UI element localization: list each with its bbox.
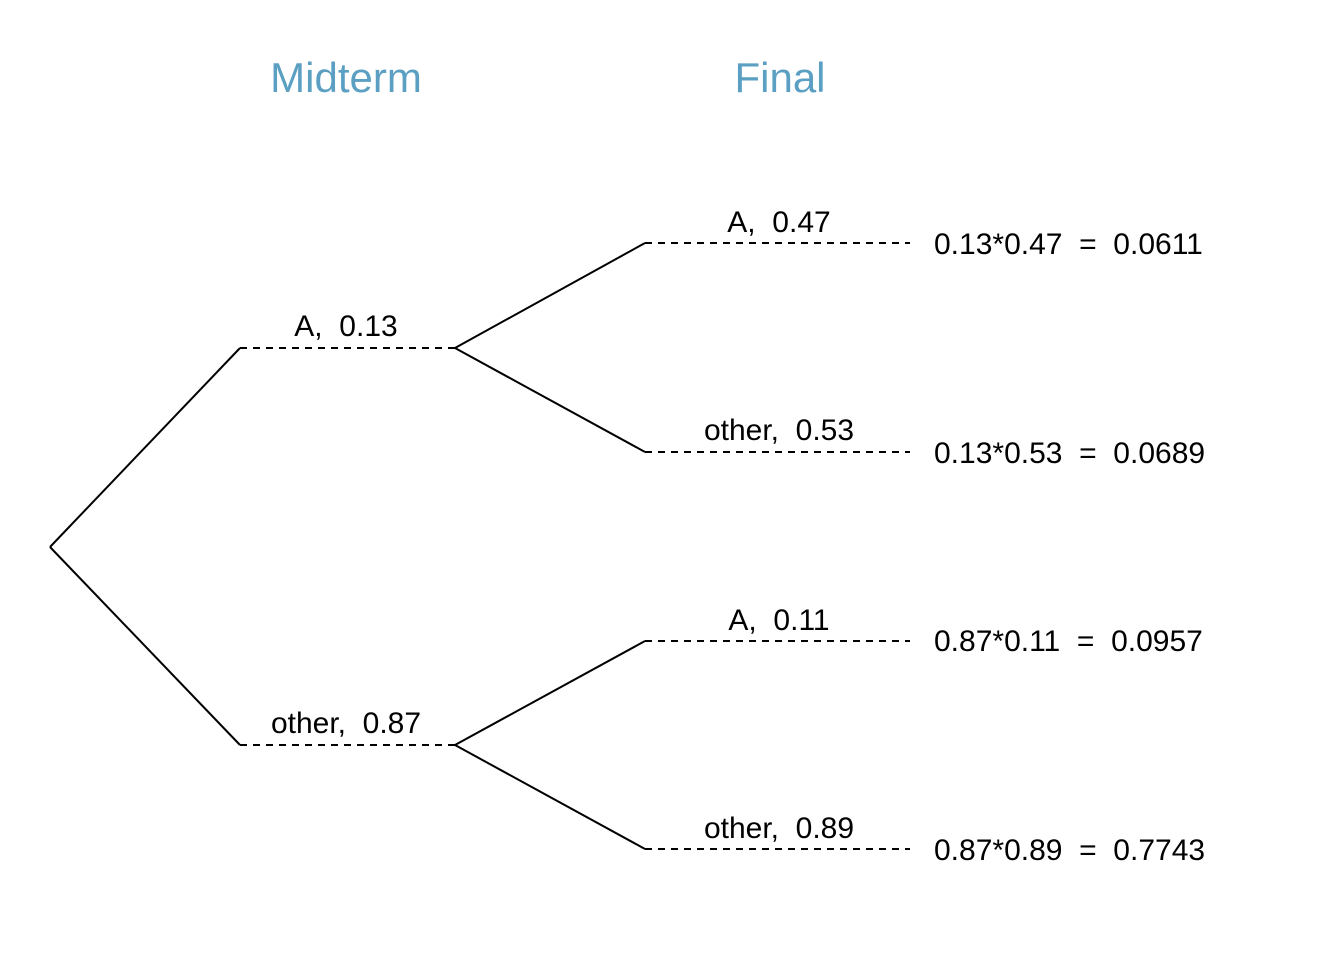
label-a-final-a: A, 0.47 xyxy=(727,206,830,239)
branch-other-to-final-a xyxy=(454,640,646,746)
result-other-a: 0.87*0.11 = 0.0957 xyxy=(934,625,1203,658)
result-a-a: 0.13*0.47 = 0.0611 xyxy=(934,228,1203,261)
label-midterm-a: A, 0.13 xyxy=(294,310,397,343)
result-a-other: 0.13*0.53 = 0.0689 xyxy=(934,437,1205,470)
result-other-other: 0.87*0.89 = 0.7743 xyxy=(934,834,1205,867)
header-midterm: Midterm xyxy=(270,54,422,101)
label-other-final-other: other, 0.89 xyxy=(704,812,854,845)
branch-other-to-final-other xyxy=(454,744,646,850)
branch-a-to-final-other xyxy=(454,347,646,453)
branch-root-to-midterm-other xyxy=(49,546,241,746)
label-midterm-other: other, 0.87 xyxy=(271,707,421,740)
label-other-final-a: A, 0.11 xyxy=(728,604,829,637)
branch-root-to-midterm-a xyxy=(49,347,241,548)
branch-a-to-final-a xyxy=(454,242,646,349)
label-a-final-other: other, 0.53 xyxy=(704,414,854,447)
header-final: Final xyxy=(734,54,825,101)
